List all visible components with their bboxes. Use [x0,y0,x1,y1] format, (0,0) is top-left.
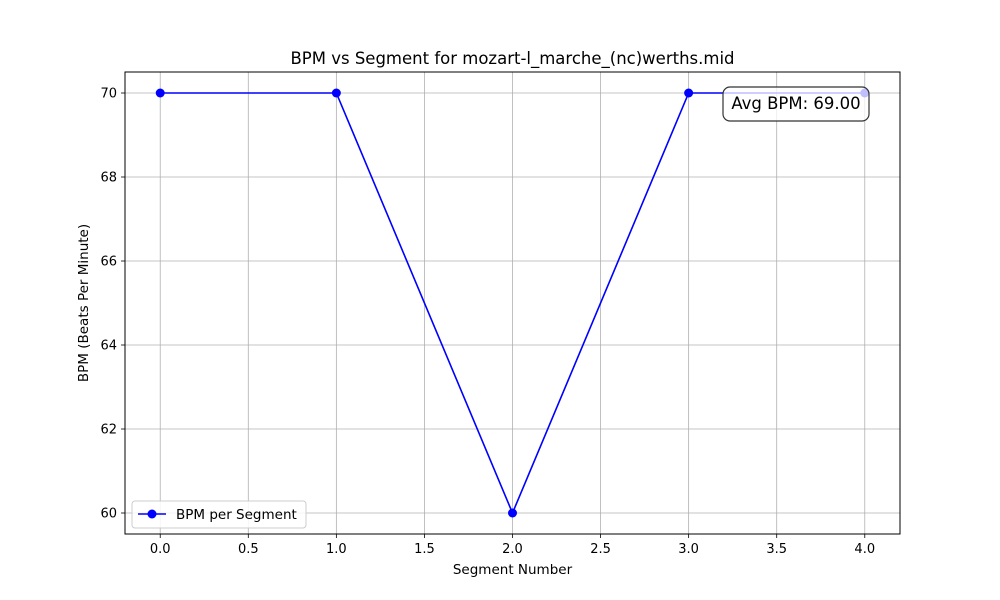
y-tick-label: 62 [100,423,117,438]
x-tick-label: 4.0 [854,542,875,557]
legend: BPM per Segment [131,500,307,529]
avg-bpm-annotation: Avg BPM: 69.00 [722,86,870,122]
y-tick-label: 68 [100,171,117,186]
x-tick-label: 2.5 [590,542,611,557]
x-tick-label: 3.5 [766,542,787,557]
x-axis-ticks: 0.0 0.5 1.0 1.5 2.0 2.5 3.0 3.5 4.0 [150,534,875,557]
data-point [155,88,165,98]
x-tick-label: 0.0 [150,542,171,557]
y-tick-label: 60 [100,507,117,522]
data-point [684,88,694,98]
annotation-text: Avg BPM: 69.00 [731,94,860,113]
x-tick-label: 2.0 [502,542,523,557]
chart-title: BPM vs Segment for mozart-l_marche_(nc)w… [290,49,734,69]
legend-marker-swatch [147,509,157,519]
x-tick-label: 0.5 [238,542,259,557]
x-tick-label: 1.0 [326,542,347,557]
legend-box [131,500,307,529]
x-tick-label: 1.5 [414,542,435,557]
legend-label: BPM per Segment [176,507,297,523]
x-tick-label: 3.0 [678,542,699,557]
y-tick-label: 66 [100,255,117,270]
y-tick-label: 64 [100,339,117,354]
x-axis-label: Segment Number [453,562,573,578]
data-point [508,508,517,518]
data-point [331,88,341,98]
y-tick-label: 70 [100,87,117,102]
y-axis-ticks: 60 62 64 66 68 70 [100,87,125,522]
y-axis-label: BPM (Beats Per Minute) [76,224,92,382]
annotation-box [722,86,870,122]
